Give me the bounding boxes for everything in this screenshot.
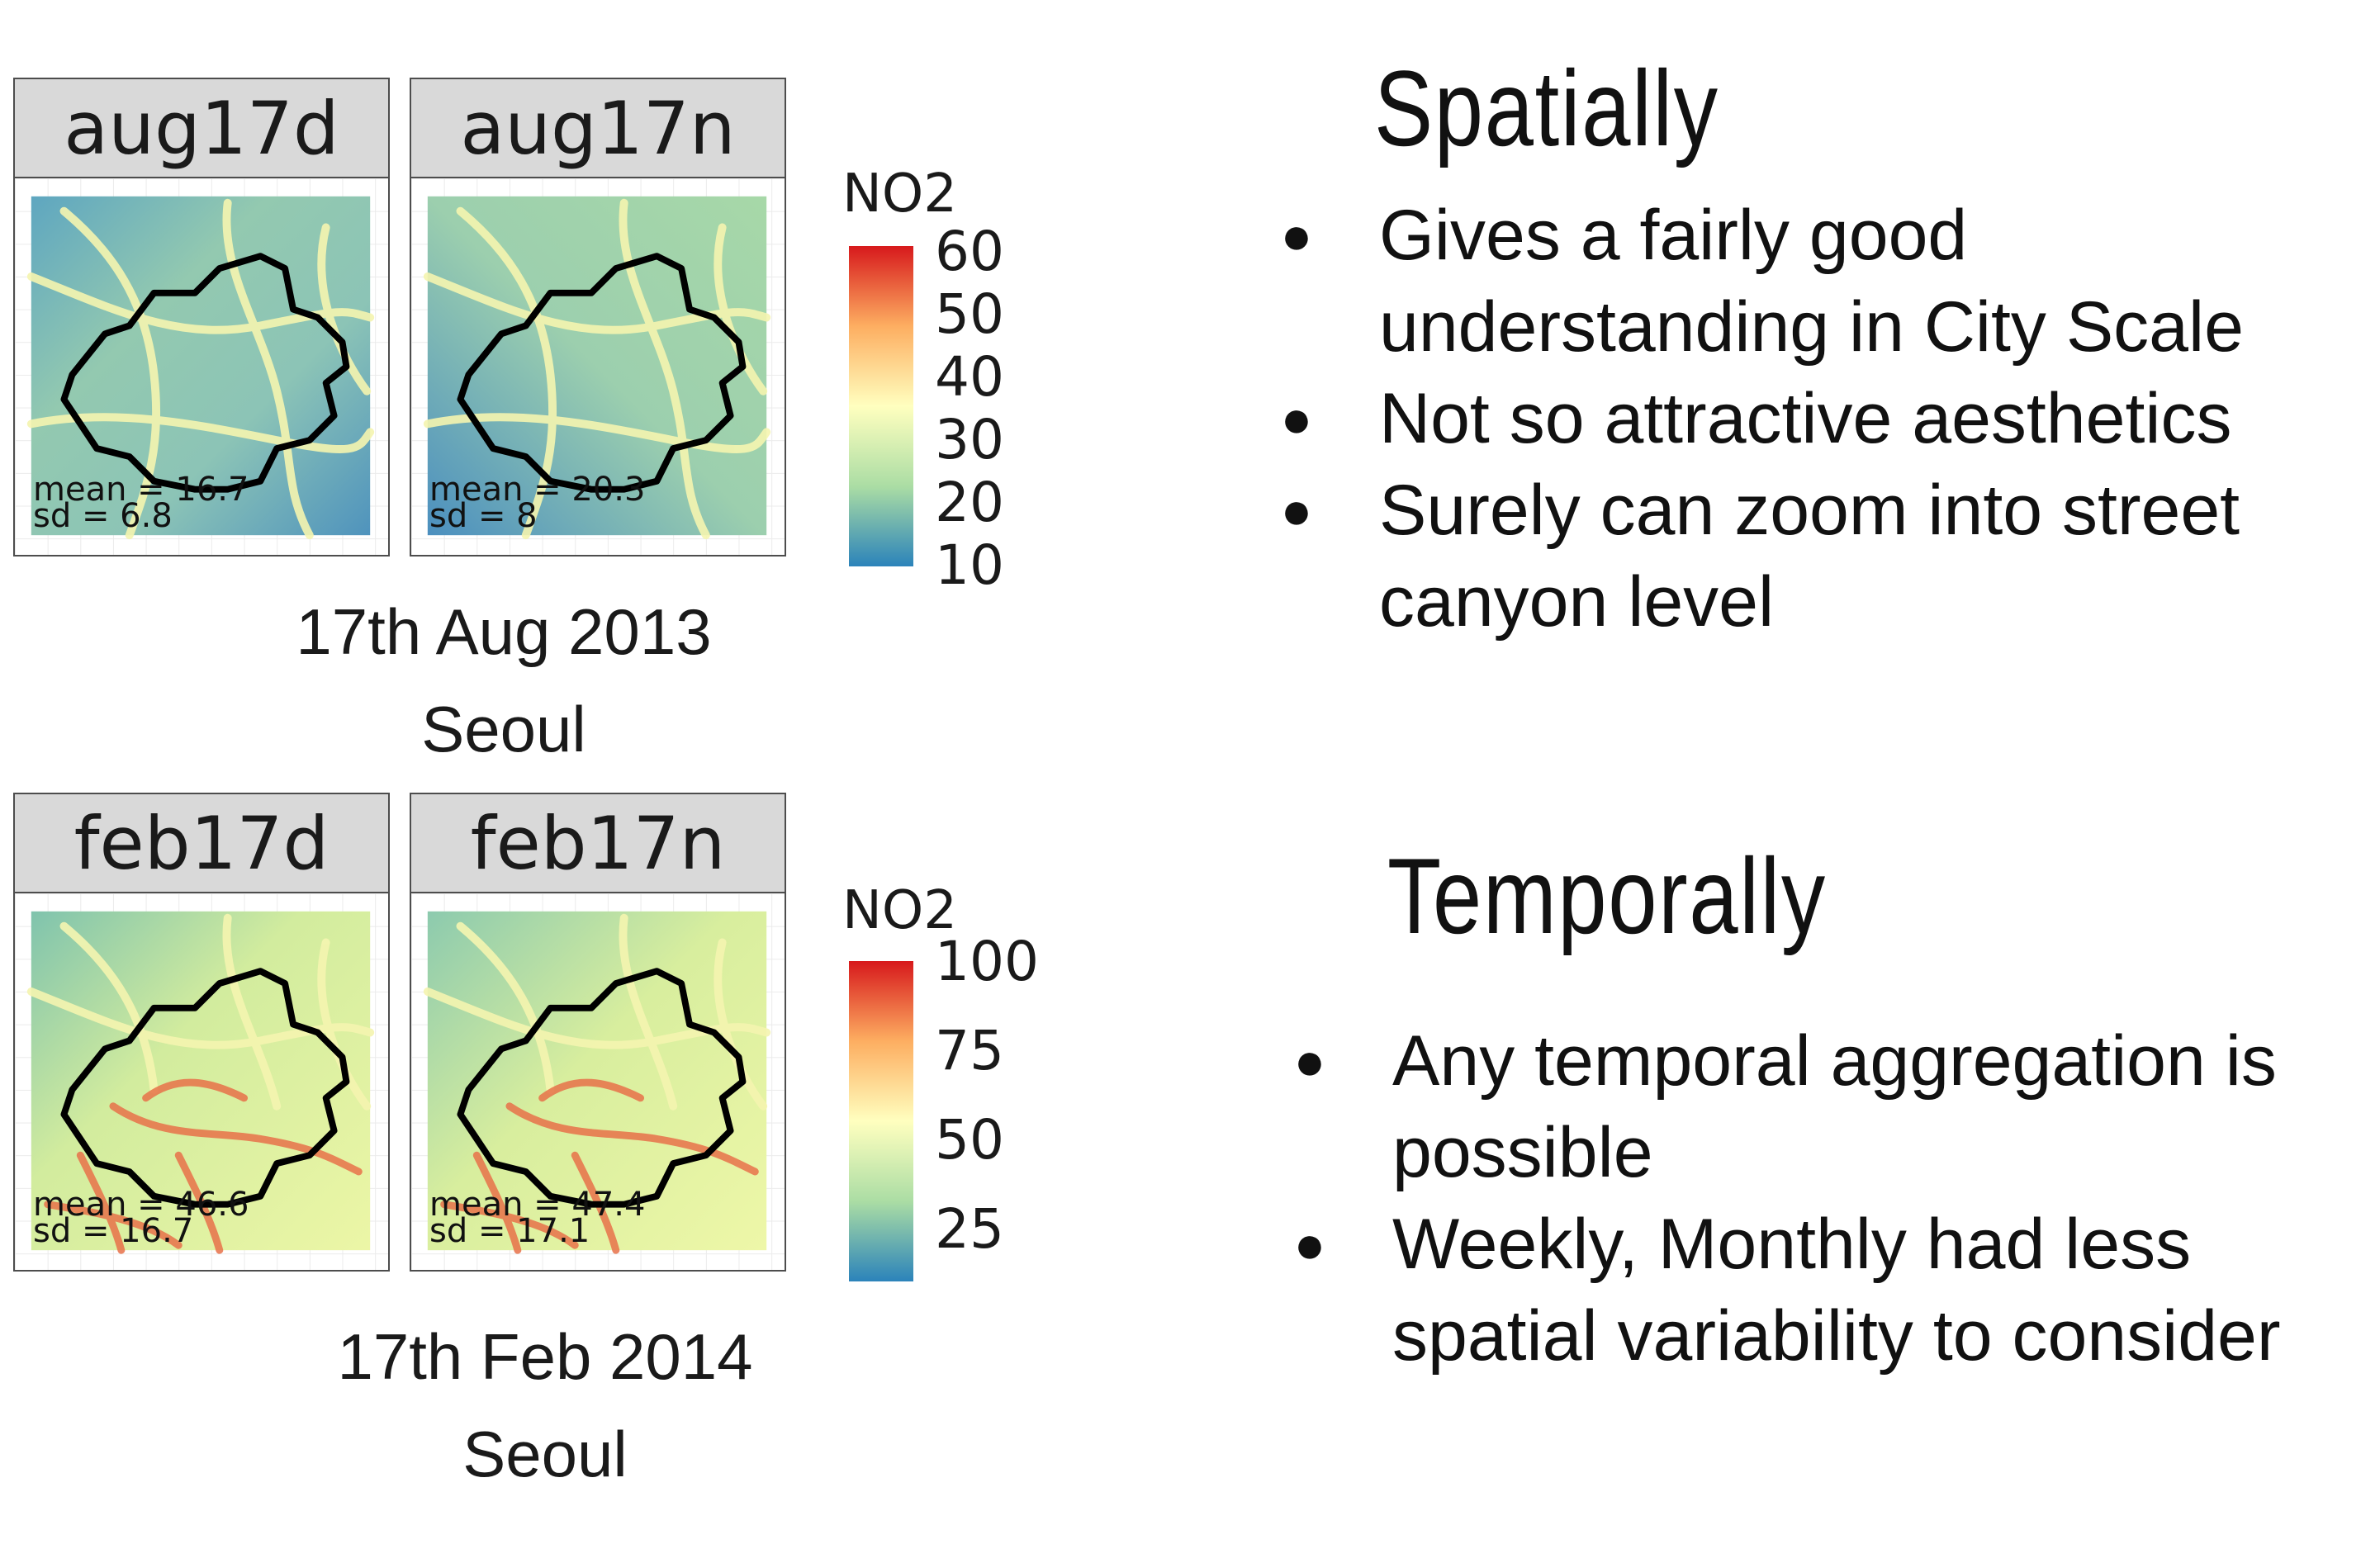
heading-temporally: Temporally — [1387, 836, 1827, 956]
list-item-text: Gives a fairly good understanding in Cit… — [1379, 196, 2244, 367]
legend-tick: 20 — [935, 471, 1004, 534]
facet-strip-aug17n: aug17n — [410, 78, 786, 178]
map-aug17n — [411, 178, 785, 555]
legend-tick: 50 — [935, 1108, 1004, 1172]
bullet-icon: ● — [1293, 1031, 1326, 1091]
stat-sd: sd = 8 — [429, 497, 538, 535]
city-boundary — [60, 968, 350, 1208]
caption-city: Seoul — [462, 1418, 628, 1490]
legend-tick: 100 — [935, 930, 1039, 993]
stat-sd: sd = 16.7 — [33, 1212, 194, 1250]
legend-colorbar — [849, 246, 913, 566]
legend-tick: 40 — [935, 345, 1004, 409]
list-item-text: Not so attractive aesthetics — [1379, 379, 2232, 458]
list-item-text: Any temporal aggregation is possible — [1392, 1021, 2277, 1192]
caption-date: 17th Aug 2013 — [296, 595, 712, 668]
list-temporally: ● Any temporal aggregation is possible ● W… — [1285, 1016, 2342, 1382]
city-boundary — [457, 968, 747, 1208]
caption-city: Seoul — [421, 693, 586, 765]
stat-sd: sd = 17.1 — [429, 1212, 590, 1250]
facet-strip-aug17d: aug17d — [13, 78, 390, 178]
stat-mean: mean = 20.3 — [429, 471, 646, 509]
heading-spatially: Spatially — [1374, 48, 1719, 168]
map-feb17n — [411, 893, 785, 1270]
facet-label: aug17d — [64, 85, 339, 171]
legend-tick: 50 — [935, 282, 1004, 346]
legend-title: NO2 — [842, 163, 957, 225]
stat-mean: mean = 16.7 — [33, 471, 249, 509]
list-item: ● Gives a fairly good understanding in Ci… — [1272, 190, 2312, 373]
list-item: ● Any temporal aggregation is possible — [1285, 1016, 2342, 1199]
list-item: ● Not so attractive aesthetics — [1272, 373, 2312, 465]
stat-sd: sd = 6.8 — [33, 497, 173, 535]
caption-date: 17th Feb 2014 — [337, 1320, 753, 1393]
map-feb17d — [15, 893, 388, 1270]
list-item: ● Weekly, Monthly had less spatial variab… — [1285, 1199, 2342, 1382]
list-item-text: Weekly, Monthly had less spatial variabi… — [1392, 1205, 2281, 1376]
bullet-icon: ● — [1280, 481, 1313, 540]
stat-mean: mean = 47.4 — [429, 1186, 646, 1224]
bullet-icon: ● — [1280, 389, 1313, 448]
list-item-text: Surely can zoom into street canyon level — [1379, 471, 2240, 642]
city-boundary — [457, 253, 747, 493]
legend-tick: 75 — [935, 1019, 1004, 1082]
map-panel-feb17n: mean = 47.4 sd = 17.1 — [410, 892, 786, 1272]
legend-colorbar — [849, 961, 913, 1281]
list-spatially: ● Gives a fairly good understanding in Ci… — [1272, 190, 2312, 648]
city-boundary — [60, 253, 350, 493]
legend-tick: 30 — [935, 408, 1004, 471]
stat-mean: mean = 46.6 — [33, 1186, 249, 1224]
bullet-icon: ● — [1280, 206, 1313, 265]
facet-strip-feb17d: feb17d — [13, 793, 390, 893]
map-panel-aug17n: mean = 20.3 sd = 8 — [410, 177, 786, 557]
legend-tick: 25 — [935, 1197, 1004, 1261]
map-aug17d — [15, 178, 388, 555]
facet-label: feb17d — [73, 800, 330, 886]
facet-strip-feb17n: feb17n — [410, 793, 786, 893]
bullet-icon: ● — [1293, 1215, 1326, 1274]
facet-label: feb17n — [470, 800, 726, 886]
map-panel-feb17d: mean = 46.6 sd = 16.7 — [13, 892, 390, 1272]
facet-label: aug17n — [460, 85, 736, 171]
legend-tick: 10 — [935, 533, 1004, 597]
legend-tick: 60 — [935, 220, 1004, 283]
legend-title: NO2 — [842, 880, 957, 941]
map-panel-aug17d: mean = 16.7 sd = 6.8 — [13, 177, 390, 557]
list-item: ● Surely can zoom into street canyon leve… — [1272, 465, 2312, 648]
